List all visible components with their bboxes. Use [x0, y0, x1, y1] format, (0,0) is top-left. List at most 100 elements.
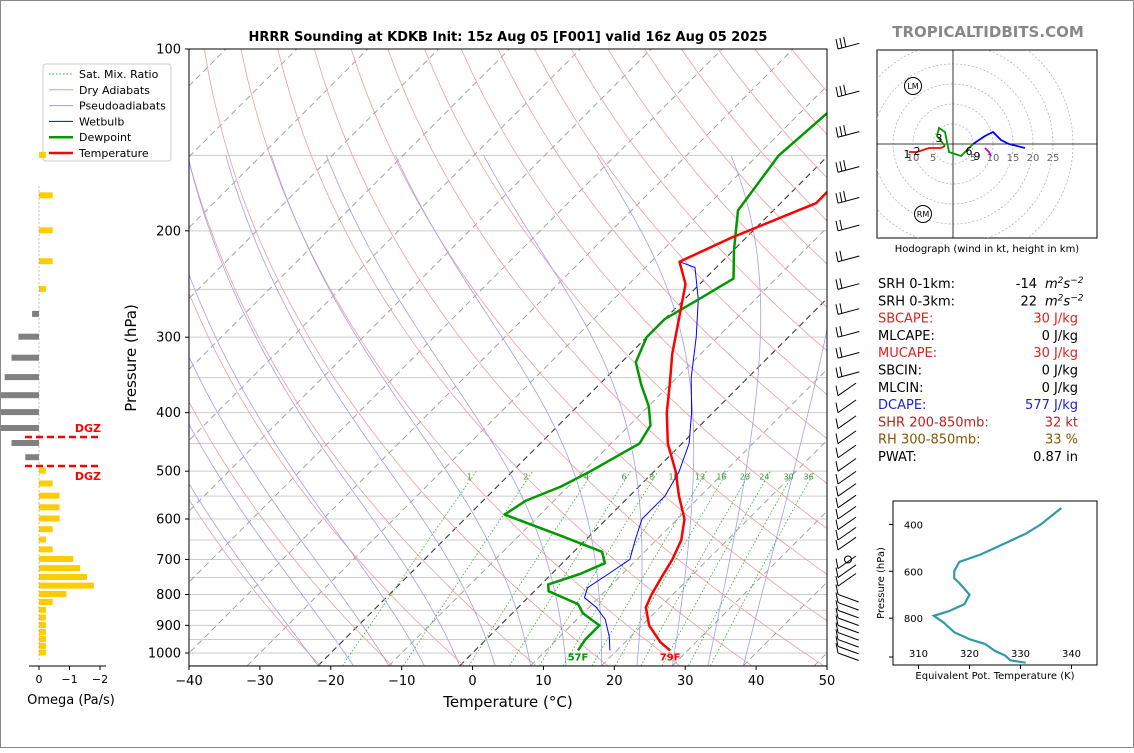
- theta-e-xtick-label: 340: [1062, 649, 1081, 660]
- param-value: 33 %: [1045, 433, 1078, 448]
- legend-pseudoadiabats-label: Pseudoadiabats: [79, 100, 166, 113]
- omega-bar: [39, 650, 46, 656]
- chart-title: HRRR Sounding at KDKB Init: 15z Aug 05 […: [249, 30, 768, 45]
- omega-bar: [39, 526, 53, 532]
- omega-bar: [39, 615, 46, 621]
- hodograph-rm-label: RM: [917, 210, 930, 219]
- param-value: 30 J/kg: [1033, 312, 1078, 327]
- skewt-xlabel: Temperature (°C): [442, 693, 572, 711]
- omega-bar: [39, 565, 80, 571]
- param-value: 0.87 in: [1033, 450, 1078, 465]
- omega-bar: [12, 355, 40, 361]
- param-label: SRH 0-3km:: [878, 294, 955, 309]
- theta-e-ytick-label: 600: [904, 567, 923, 578]
- omega-bar: [39, 192, 53, 198]
- param-value: 22: [1020, 294, 1037, 309]
- param-value: 0 J/kg: [1042, 364, 1078, 379]
- theta-e-ylabel: Pressure (hPa): [876, 547, 887, 619]
- theta-e-frame: [893, 501, 1097, 665]
- mixing-ratio-label: 20: [740, 472, 750, 481]
- param-value: 577 J/kg: [1025, 398, 1078, 413]
- omega-bar: [39, 583, 94, 589]
- mixing-ratio-line: [540, 471, 659, 666]
- pressure-tick-label: 200: [156, 224, 181, 239]
- temp-tick-label: 10: [535, 674, 552, 689]
- temp-tick-label: 20: [606, 674, 623, 689]
- temp-tick-label: 50: [819, 674, 836, 689]
- omega-bar: [39, 591, 67, 597]
- param-value: -14: [1016, 277, 1037, 292]
- omega-bar: [39, 152, 46, 158]
- pressure-tick-label: 600: [156, 513, 181, 528]
- omega-bar: [39, 227, 53, 233]
- omega-bar: [39, 574, 87, 580]
- wind-barb: [836, 431, 856, 444]
- param-unit: m2s−2: [1045, 276, 1084, 292]
- omega-bar: [39, 556, 73, 562]
- omega-bar: [32, 311, 39, 317]
- moist-adiabat: [597, 155, 694, 665]
- theta-e-xlabel: Equivalent Pot. Temperature (K): [915, 671, 1074, 682]
- omega-bar: [39, 516, 60, 522]
- mixing-ratio-label: 30: [783, 472, 793, 481]
- dry-adiabat: [131, 49, 464, 666]
- param-label: RH 300-850mb:: [878, 433, 981, 448]
- wind-barb: [836, 303, 859, 314]
- moist-adiabat: [271, 155, 530, 665]
- hodograph-ring-label: 15: [1007, 153, 1020, 164]
- mixing-ratio-label: 6: [622, 472, 627, 481]
- wind-barb: [836, 220, 859, 231]
- omega-bar: [1, 409, 39, 415]
- temp-tick-label: −30: [246, 674, 273, 689]
- param-label: SBCIN:: [878, 364, 922, 379]
- mixing-ratio-label: 1: [467, 472, 472, 481]
- param-label: SBCAPE:: [878, 312, 933, 327]
- param-label: PWAT:: [878, 450, 917, 465]
- skewt-frame: [189, 49, 827, 666]
- moist-adiabat: [743, 155, 849, 665]
- param-label: SHR 200-850mb:: [878, 415, 989, 430]
- wind-barb: [836, 367, 859, 378]
- omega-bar: [18, 334, 39, 340]
- mixing-ratio-label: 2: [523, 472, 528, 481]
- surface-dewpoint-label: 57F: [568, 652, 589, 663]
- omega-bar: [25, 454, 39, 460]
- omega-bar: [39, 622, 46, 628]
- wind-barb: [836, 585, 859, 603]
- omega-bar: [39, 286, 46, 292]
- mixing-ratio-label: 8: [649, 472, 654, 481]
- temp-tick-label: −40: [175, 674, 202, 689]
- hodograph-ring-label: 25: [1047, 153, 1060, 164]
- pressure-tick-label: 400: [156, 406, 181, 421]
- theta-e-xtick-label: 310: [909, 649, 928, 660]
- legend-dewpoint-label: Dewpoint: [79, 131, 132, 144]
- legend-wetbulb-label: Wetbulb: [79, 115, 124, 128]
- surface-temp-label: 79F: [660, 652, 681, 663]
- wind-barb: [836, 326, 859, 337]
- wind-barb: [836, 347, 859, 358]
- param-label: MLCIN:: [878, 381, 923, 396]
- mixing-ratio-label: 13: [695, 472, 705, 481]
- omega-bar: [39, 636, 46, 642]
- param-label: MLCAPE:: [878, 329, 935, 344]
- theta-e-ytick-label: 800: [904, 614, 923, 625]
- omega-bar: [39, 599, 53, 605]
- wind-barb: [836, 495, 856, 508]
- omega-tick-label: −1: [61, 673, 77, 686]
- hodograph-ring-label: 10: [987, 153, 1000, 164]
- wind-barb: [836, 445, 856, 458]
- wind-barb: [836, 37, 859, 49]
- wind-barb: [836, 506, 856, 519]
- omega-bar: [39, 537, 46, 543]
- pressure-tick-label: 1000: [148, 647, 181, 662]
- wind-barb: [836, 85, 859, 97]
- dry-adiabat: [241, 49, 680, 666]
- omega-bar: [39, 643, 46, 649]
- wind-barb: [836, 251, 859, 262]
- wind-barb: [836, 471, 856, 484]
- moist-adiabat: [74, 155, 318, 665]
- dgz-label-bottom: DGZ: [75, 470, 101, 483]
- moist-adiabat: [188, 155, 460, 665]
